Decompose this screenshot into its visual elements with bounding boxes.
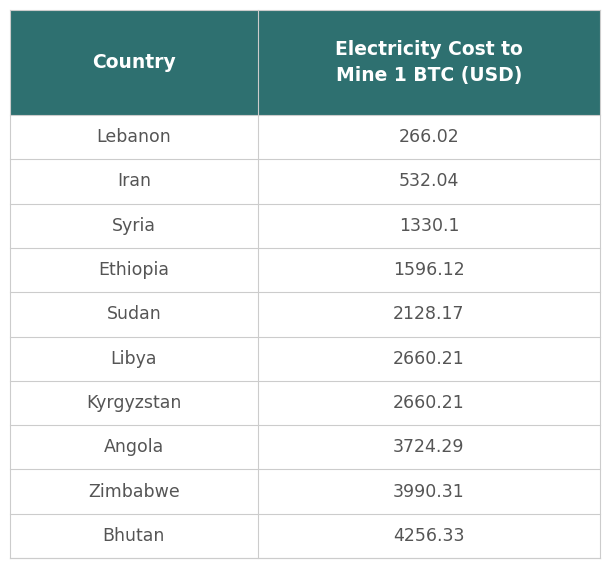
- Text: 3724.29: 3724.29: [393, 438, 465, 456]
- Text: Sudan: Sudan: [107, 306, 161, 323]
- Text: 532.04: 532.04: [399, 173, 459, 190]
- Bar: [10, 10, 600, 115]
- Text: 266.02: 266.02: [398, 128, 459, 146]
- Text: 1330.1: 1330.1: [399, 217, 459, 235]
- Text: Zimbabwe: Zimbabwe: [88, 483, 180, 500]
- Text: 4256.33: 4256.33: [393, 527, 465, 545]
- Text: Electricity Cost to
Mine 1 BTC (USD): Electricity Cost to Mine 1 BTC (USD): [335, 40, 523, 85]
- Text: Kyrgyzstan: Kyrgyzstan: [86, 394, 182, 412]
- Text: Bhutan: Bhutan: [102, 527, 165, 545]
- Text: Libya: Libya: [110, 350, 157, 367]
- Text: 3990.31: 3990.31: [393, 483, 465, 500]
- Text: 2128.17: 2128.17: [393, 306, 465, 323]
- Text: Lebanon: Lebanon: [96, 128, 171, 146]
- Text: 2660.21: 2660.21: [393, 394, 465, 412]
- Text: Country: Country: [92, 53, 176, 72]
- Text: Angola: Angola: [104, 438, 164, 456]
- Text: 2660.21: 2660.21: [393, 350, 465, 367]
- Text: Syria: Syria: [112, 217, 156, 235]
- Text: Iran: Iran: [117, 173, 151, 190]
- Text: Ethiopia: Ethiopia: [98, 261, 170, 279]
- Text: 1596.12: 1596.12: [393, 261, 465, 279]
